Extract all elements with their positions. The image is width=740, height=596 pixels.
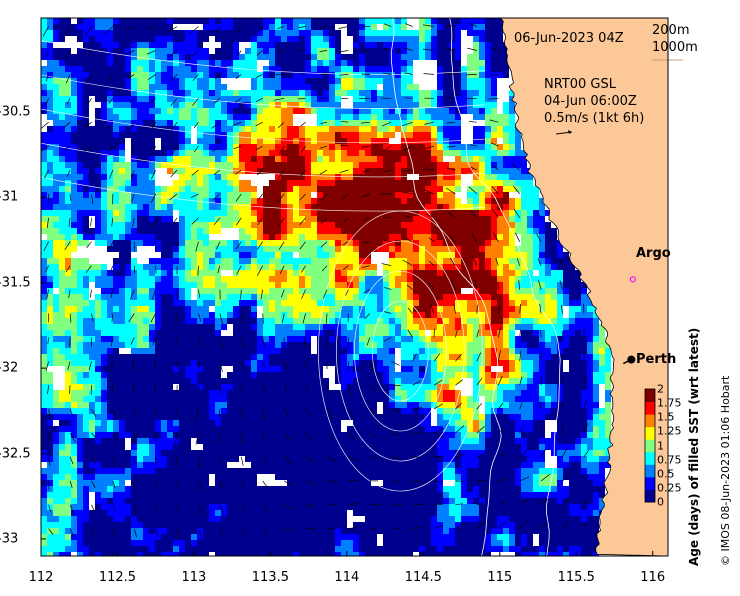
colorbar-tick-label: 1 xyxy=(657,439,664,452)
x-tick-label: 112 xyxy=(29,570,54,585)
contour-key-1000m: 1000m xyxy=(652,40,698,55)
y-tick-label: -32 xyxy=(0,361,18,376)
place-label-argo: Argo xyxy=(636,246,671,261)
x-tick-label: 113 xyxy=(182,570,207,585)
y-tick-label: -33 xyxy=(0,531,18,546)
y-tick-label: -31.5 xyxy=(0,275,31,290)
colorbar-tick-label: 0.75 xyxy=(657,453,682,466)
y-tick-label: -30.5 xyxy=(0,104,31,119)
x-tick-label: 113.5 xyxy=(252,570,289,585)
colorbar-tick-label: 1.25 xyxy=(657,425,682,438)
colorbar-swatch xyxy=(645,427,655,440)
colorbar-swatch xyxy=(645,452,655,465)
x-tick-label: 116 xyxy=(640,570,665,585)
x-tick-label: 115 xyxy=(487,570,512,585)
colorbar-swatch xyxy=(645,402,655,415)
colorbar-tick-label: 0.5 xyxy=(657,467,675,480)
current-product-label: NRT00 GSL xyxy=(544,77,616,92)
y-tick-label: -32.5 xyxy=(0,446,31,461)
x-tick-label: 114 xyxy=(334,570,359,585)
current-product-time: 04-Jun 06:00Z xyxy=(544,94,637,109)
place-label-perth: Perth xyxy=(636,352,676,367)
colorbar-swatch xyxy=(645,464,655,477)
colorbar-swatch xyxy=(645,489,655,502)
x-tick-label: 112.5 xyxy=(99,570,136,585)
map-timestamp: 06-Jun-2023 04Z xyxy=(514,31,624,46)
colorbar-title: Age (days) of filled SST (wrt latest) xyxy=(687,326,701,566)
x-tick-label: 114.5 xyxy=(405,570,442,585)
y-tick-label: -31 xyxy=(0,190,18,205)
colorbar-swatch xyxy=(645,389,655,402)
colorbar-swatch xyxy=(645,477,655,490)
colorbar-tick-label: 2 xyxy=(657,383,664,396)
colorbar-tick-label: 0.25 xyxy=(657,481,682,494)
current-scale-label: 0.5m/s (1kt 6h) xyxy=(544,111,644,126)
colorbar-swatch xyxy=(645,414,655,427)
contour-key-200m: 200m xyxy=(652,23,689,38)
colorbar-tick-label: 0 xyxy=(657,496,664,509)
colorbar-swatch xyxy=(645,439,655,452)
credit-text: © IMOS 08-Jun-2023 01:06 Hobart xyxy=(719,376,732,566)
x-tick-label: 115.5 xyxy=(558,570,595,585)
colorbar-tick-label: 1.5 xyxy=(657,411,675,424)
colorbar-tick-label: 1.75 xyxy=(657,397,682,410)
